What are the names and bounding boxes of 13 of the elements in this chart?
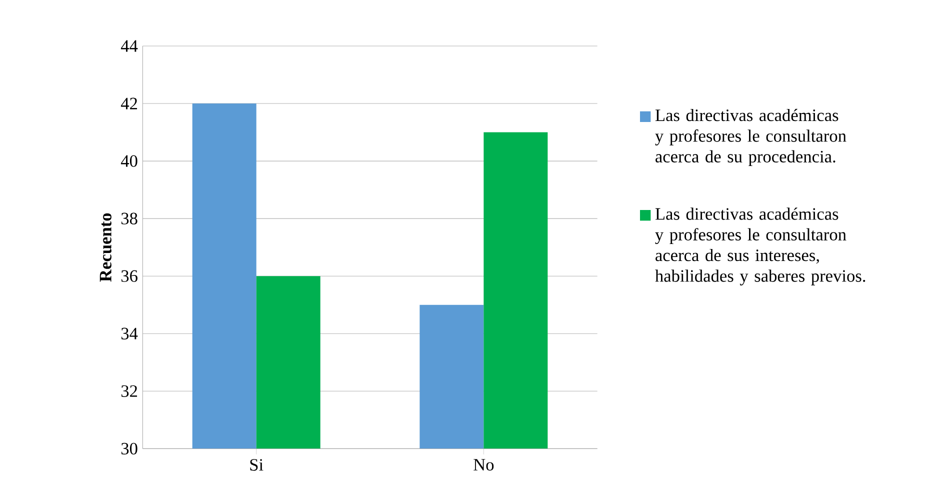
y-axis-title: Recuento [100,213,112,282]
y-tick-label: 32 [121,385,138,397]
y-tick-label: 30 [121,442,138,455]
y-tick-label: 42 [120,98,138,110]
x-tick-label: Si [250,459,264,471]
y-tick-label: 36 [121,270,138,282]
legend-label: Las directivas académicas y profesores le consultaron acerca de su procedencia. [655,108,846,166]
y-tick-label: 38 [121,212,138,224]
legend-label: Las directivas académicas y profesores le consultaron acerca de sus intereses, habilidades y saberes previos. [655,208,866,286]
y-tick-label: 40 [120,155,138,167]
y-tick-label: 34 [121,328,138,340]
x-tick-label: No [474,459,494,471]
y-tick-label: 44 [120,40,138,52]
